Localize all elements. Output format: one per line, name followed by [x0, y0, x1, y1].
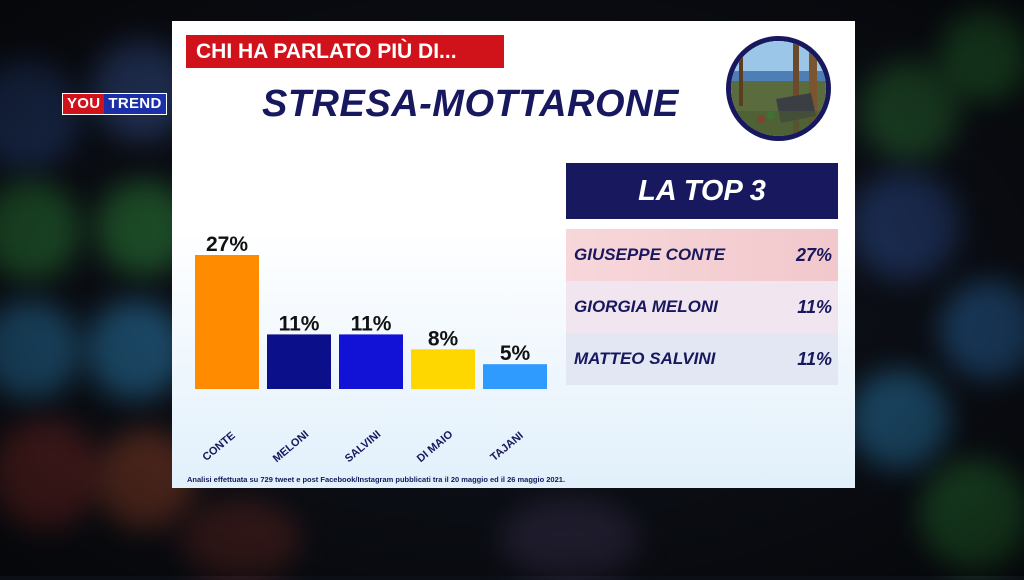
data-label: 11% [351, 312, 392, 335]
top3-name: MATTEO SALVINI [574, 349, 716, 368]
top3-header: LA TOP 3 [566, 163, 838, 219]
data-label: 27% [206, 233, 248, 256]
data-label: 11% [279, 312, 320, 335]
page-title: STRESA-MOTTARONE [262, 83, 679, 125]
category-label: SALVINI [343, 428, 383, 465]
category-label: TAJANI [488, 430, 526, 464]
kicker-label: CHI HA PARLATO PIÙ DI... [186, 35, 504, 68]
footnote: Analisi effettuata su 729 tweet e post F… [187, 475, 566, 484]
top3-row: GIORGIA MELONI 11% [566, 281, 838, 333]
data-label: 8% [428, 327, 459, 350]
category-label: CONTE [200, 430, 237, 464]
top3-name: GIUSEPPE CONTE [574, 245, 726, 264]
category-label: MELONI [271, 428, 311, 465]
category-label: DI MAIO [415, 428, 456, 465]
logo-trend: TREND [104, 94, 166, 114]
bar-salvini [339, 334, 403, 389]
youtrend-logo: YOU TREND [62, 93, 167, 115]
top3-row: MATTEO SALVINI 11% [566, 333, 838, 385]
logo-you: YOU [63, 94, 105, 114]
bar-di-maio [411, 349, 475, 389]
top3-row: GIUSEPPE CONTE 27% [566, 229, 838, 281]
top3-value: 27% [795, 244, 832, 265]
top3-value: 11% [797, 348, 832, 369]
info-panel: CHI HA PARLATO PIÙ DI... STRESA-MOTTARON… [172, 21, 855, 488]
bar-chart: 27% CONTE 11% MELONI 11% SALVINI 8% DI MAIO 5% TA… [195, 233, 547, 465]
data-label: 5% [500, 342, 531, 365]
bar-conte [195, 255, 259, 389]
top3-table: LA TOP 3 GIUSEPPE CONTE 27% GIORGIA MELO… [566, 163, 838, 387]
bar-meloni [267, 334, 331, 389]
top3-value: 11% [797, 296, 832, 317]
top3-name: GIORGIA MELONI [574, 297, 718, 316]
bar-tajani [483, 364, 547, 389]
